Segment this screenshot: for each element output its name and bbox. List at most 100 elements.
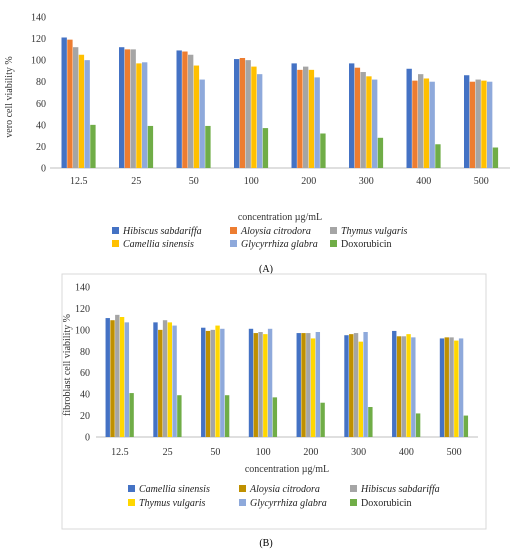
bar bbox=[215, 325, 220, 437]
bar bbox=[463, 415, 469, 437]
bar bbox=[358, 341, 364, 437]
legend-label: Thymus vulgaris bbox=[139, 498, 206, 509]
y-tick-label: 80 bbox=[80, 347, 90, 358]
bar bbox=[167, 322, 173, 437]
bar bbox=[291, 63, 297, 168]
legend-swatch bbox=[128, 485, 135, 492]
bar bbox=[158, 329, 163, 437]
legend-swatch bbox=[350, 485, 357, 492]
bar bbox=[239, 57, 246, 168]
y-tick-label: 100 bbox=[31, 56, 46, 67]
bar bbox=[464, 75, 470, 168]
legend-item: Glycyrrhiza glabra bbox=[230, 239, 318, 250]
x-ticks: 12.5 25 50 100 200 300 400 500 bbox=[70, 176, 489, 187]
bar bbox=[267, 328, 273, 437]
bar bbox=[475, 79, 481, 168]
x-tick-label: 500 bbox=[447, 447, 462, 458]
x-tick-label: 200 bbox=[301, 176, 316, 187]
bar bbox=[444, 337, 449, 437]
legend-item: Thymus vulgaris bbox=[330, 226, 408, 237]
x-axis-label: concentration µg/mL bbox=[245, 464, 329, 475]
legend: Camellia sinensis Aloysia citrodora Hibisc… bbox=[128, 484, 440, 509]
y-tick-label: 0 bbox=[85, 433, 90, 444]
bar bbox=[353, 333, 359, 437]
bar bbox=[258, 332, 263, 437]
legend-item: Doxorubicin bbox=[350, 498, 412, 509]
bar bbox=[406, 334, 411, 437]
y-tick-label: 0 bbox=[41, 164, 46, 175]
legend-swatch bbox=[112, 227, 119, 234]
legend-item: Doxorubicin bbox=[330, 239, 392, 250]
legend-swatch bbox=[128, 499, 135, 506]
bar bbox=[272, 397, 278, 437]
legend-label: Hibiscus sabdariffa bbox=[122, 226, 202, 237]
bar bbox=[129, 393, 134, 437]
bar bbox=[220, 328, 225, 437]
bar bbox=[177, 395, 182, 437]
bar bbox=[124, 49, 131, 168]
bar bbox=[344, 335, 349, 437]
y-tick-label: 80 bbox=[36, 77, 46, 88]
bar bbox=[306, 333, 311, 437]
x-tick-label: 25 bbox=[131, 176, 141, 187]
legend-label: Aloysia citrodora bbox=[249, 484, 320, 495]
bar bbox=[84, 60, 90, 168]
y-tick-label: 60 bbox=[36, 99, 46, 110]
y-tick-label: 60 bbox=[80, 368, 90, 379]
bar bbox=[314, 77, 320, 168]
y-axis: 0 20 40 60 80 100 120 140 bbox=[75, 283, 90, 444]
chart-panel-a: 0 20 40 60 80 100 120 140 12.5 25 50 100 200 300 400 5… bbox=[4, 13, 510, 275]
bar bbox=[396, 336, 402, 437]
bar bbox=[147, 125, 154, 168]
legend-item: Aloysia citrodora bbox=[239, 484, 320, 495]
bar bbox=[406, 68, 412, 168]
bar bbox=[205, 330, 211, 437]
bar bbox=[411, 337, 416, 437]
y-tick-label: 100 bbox=[75, 325, 90, 336]
bars bbox=[61, 37, 499, 169]
bar bbox=[303, 66, 309, 168]
y-tick-label: 40 bbox=[80, 390, 90, 401]
bar bbox=[188, 54, 194, 168]
legend-swatch bbox=[239, 485, 246, 492]
y-tick-label: 20 bbox=[36, 142, 46, 153]
legend-item: Thymus vulgaris bbox=[128, 498, 206, 509]
bar bbox=[110, 320, 115, 437]
bar bbox=[67, 39, 73, 169]
bar bbox=[172, 325, 177, 437]
legend-swatch bbox=[112, 240, 119, 247]
bar bbox=[262, 128, 269, 168]
legend-item: Hibiscus sabdariffa bbox=[112, 226, 202, 237]
legend-swatch bbox=[350, 499, 357, 506]
bar bbox=[377, 137, 384, 168]
bar bbox=[308, 69, 315, 168]
bar bbox=[257, 74, 263, 168]
bar bbox=[78, 54, 85, 168]
legend-label: Doxorubicin bbox=[341, 239, 392, 250]
bar bbox=[248, 328, 254, 437]
bar bbox=[73, 47, 79, 169]
bar bbox=[423, 78, 430, 168]
y-axis-label: fibroblast cell viability % bbox=[62, 314, 73, 416]
legend-swatch bbox=[239, 499, 246, 506]
bar bbox=[492, 147, 499, 168]
bar bbox=[142, 62, 148, 168]
bar bbox=[372, 79, 378, 168]
legend: Hibiscus sabdariffa Aloysia citrodora Thym… bbox=[112, 226, 408, 250]
bar bbox=[392, 330, 397, 437]
x-tick-label: 500 bbox=[474, 176, 489, 187]
legend-label: Camellia sinensis bbox=[123, 239, 194, 250]
bar bbox=[234, 59, 240, 169]
x-tick-label: 100 bbox=[244, 176, 259, 187]
bar bbox=[368, 407, 373, 437]
bar bbox=[481, 80, 487, 168]
bar bbox=[297, 69, 303, 168]
bar bbox=[199, 79, 205, 168]
bar bbox=[415, 413, 421, 437]
bar bbox=[354, 67, 361, 168]
legend-item: Camellia sinensis bbox=[128, 484, 210, 495]
legend-item: Glycyrrhiza glabra bbox=[239, 498, 327, 509]
bar bbox=[176, 50, 182, 168]
x-tick-label: 25 bbox=[163, 447, 173, 458]
bar bbox=[119, 317, 125, 437]
